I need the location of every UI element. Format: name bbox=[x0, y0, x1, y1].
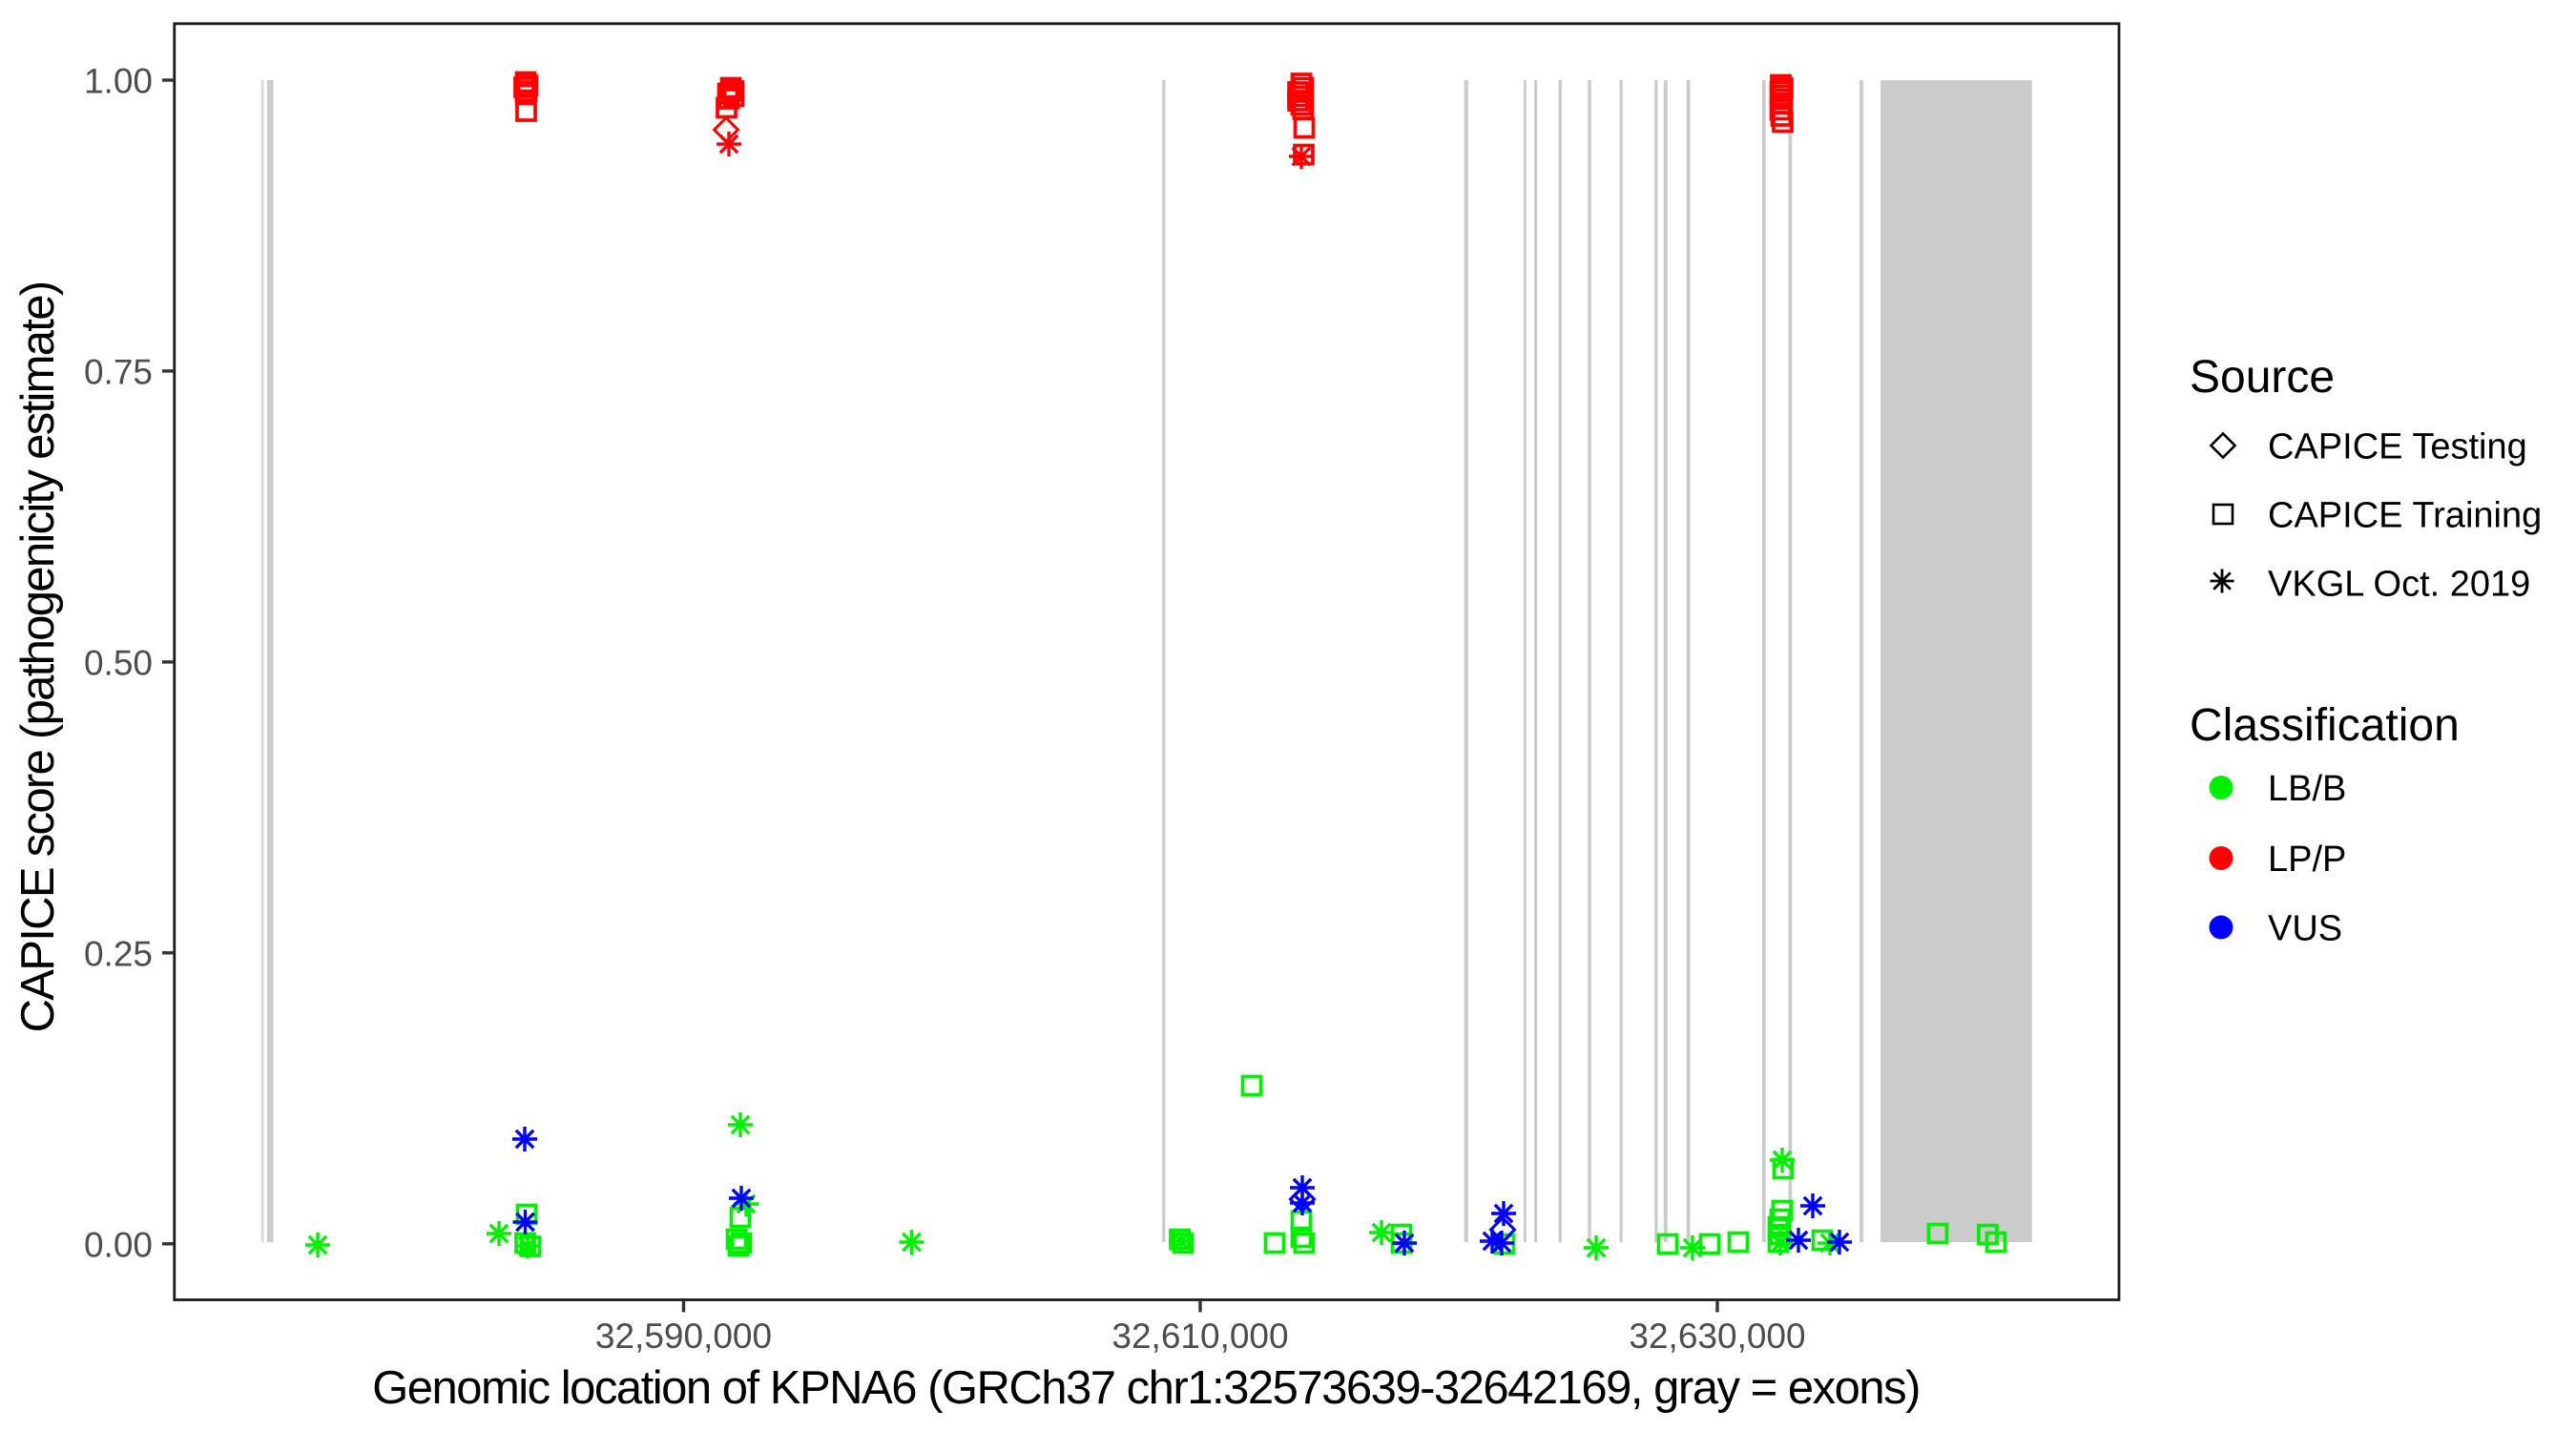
svg-text:Classification: Classification bbox=[2190, 700, 2460, 751]
svg-text:1.00: 1.00 bbox=[84, 62, 153, 101]
svg-text:0.50: 0.50 bbox=[84, 643, 153, 682]
svg-text:CAPICE Testing: CAPICE Testing bbox=[2268, 427, 2527, 467]
svg-text:Genomic location of KPNA6 (GRC: Genomic location of KPNA6 (GRCh37 chr1:3… bbox=[372, 1362, 1920, 1414]
svg-text:LP/P: LP/P bbox=[2268, 840, 2346, 880]
svg-text:Source: Source bbox=[2190, 352, 2335, 403]
svg-text:CAPICE score (pathogenicity es: CAPICE score (pathogenicity estimate) bbox=[12, 282, 64, 1033]
svg-text:0.75: 0.75 bbox=[84, 352, 153, 391]
svg-text:32,590,000: 32,590,000 bbox=[595, 1317, 772, 1356]
svg-text:0.25: 0.25 bbox=[84, 934, 153, 973]
svg-text:VKGL Oct. 2019: VKGL Oct. 2019 bbox=[2268, 565, 2530, 605]
svg-text:32,630,000: 32,630,000 bbox=[1629, 1317, 1805, 1356]
svg-text:0.00: 0.00 bbox=[84, 1225, 153, 1264]
svg-text:VUS: VUS bbox=[2268, 909, 2342, 949]
svg-text:32,610,000: 32,610,000 bbox=[1111, 1317, 1288, 1356]
svg-text:LB/B: LB/B bbox=[2268, 769, 2346, 809]
svg-text:CAPICE Training: CAPICE Training bbox=[2268, 496, 2542, 536]
